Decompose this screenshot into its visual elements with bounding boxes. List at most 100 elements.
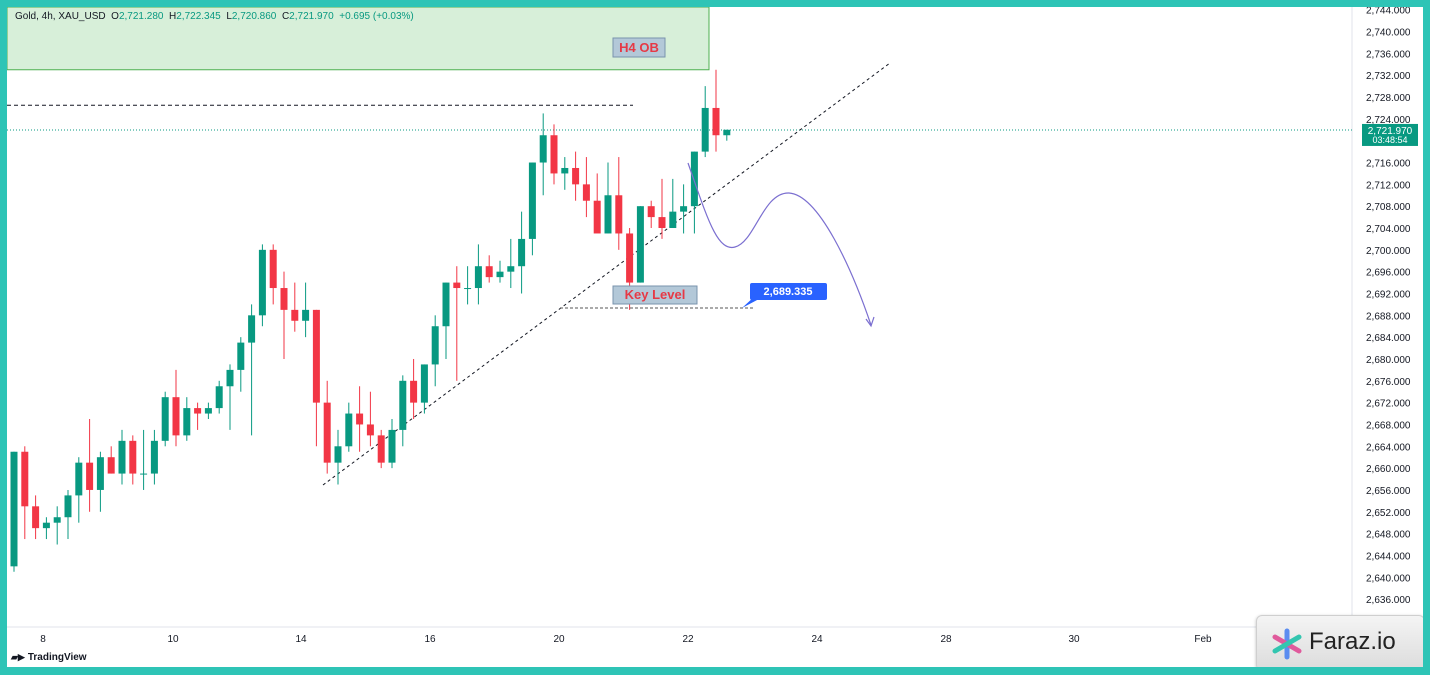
candle-body[interactable] xyxy=(550,135,558,174)
projected-path[interactable] xyxy=(687,162,872,326)
candle-body[interactable] xyxy=(42,522,50,529)
candle-body[interactable] xyxy=(302,309,310,321)
candle-body[interactable] xyxy=(658,217,666,229)
candle-body[interactable] xyxy=(118,440,126,474)
candle-body[interactable] xyxy=(258,249,266,316)
tradingview-logo[interactable]: ▰▶ TradingView xyxy=(11,652,87,663)
candle-body[interactable] xyxy=(280,288,288,310)
high-value: 2,722.345 xyxy=(176,11,221,22)
price-tag-label: 2,689.335 xyxy=(764,286,813,298)
candle-body[interactable] xyxy=(561,167,569,174)
candle-body[interactable] xyxy=(377,435,385,463)
y-tick-label: 2,652.000 xyxy=(1366,508,1411,519)
candle-body[interactable] xyxy=(345,413,353,447)
candle-body[interactable] xyxy=(226,369,234,387)
y-tick-label: 2,692.000 xyxy=(1366,289,1411,300)
candle-body[interactable] xyxy=(129,440,137,474)
candle-body[interactable] xyxy=(701,107,709,152)
candle-body[interactable] xyxy=(388,429,396,463)
tradingview-icon: ▰▶ xyxy=(11,652,25,662)
open-key: O xyxy=(111,11,119,22)
candle-body[interactable] xyxy=(10,451,18,567)
ohlc-legend: Gold, 4h, XAU_USD O2,721.280 H2,722.345 … xyxy=(15,11,414,22)
candle-body[interactable] xyxy=(593,200,601,234)
candle-body[interactable] xyxy=(636,206,644,283)
candle-body[interactable] xyxy=(626,233,634,283)
symbol-label: Gold, 4h, XAU_USD xyxy=(15,11,106,22)
candle-body[interactable] xyxy=(269,249,277,289)
candle-body[interactable] xyxy=(86,462,94,490)
candle-body[interactable] xyxy=(431,326,439,365)
candle-body[interactable] xyxy=(237,342,245,370)
candle-body[interactable] xyxy=(680,206,688,212)
candle-body[interactable] xyxy=(194,408,202,414)
price-chart[interactable]: H4 OB Key Level 2,689.335 2,636.000 2,640.00… xyxy=(7,7,1423,667)
projected-path-arrowhead xyxy=(865,316,875,328)
candle-body[interactable] xyxy=(582,184,590,201)
faraz-watermark: Faraz.io xyxy=(1256,615,1423,667)
candle-body[interactable] xyxy=(53,517,61,523)
candle-body[interactable] xyxy=(528,162,536,239)
y-tick-label: 2,744.000 xyxy=(1366,7,1411,17)
close-key: C xyxy=(281,11,290,22)
candle-body[interactable] xyxy=(604,195,612,234)
candle-body[interactable] xyxy=(485,266,493,278)
candle-body[interactable] xyxy=(442,282,450,327)
candle-body[interactable] xyxy=(723,129,731,136)
chart-window: H4 OB Key Level 2,689.335 2,636.000 2,640.00… xyxy=(7,7,1423,667)
candle-body[interactable] xyxy=(420,364,428,403)
candle-body[interactable] xyxy=(496,271,504,278)
x-tick-label: 8 xyxy=(40,634,46,645)
candle-body[interactable] xyxy=(690,151,698,207)
change-value: +0.695 (+0.03%) xyxy=(339,11,414,22)
candle-body[interactable] xyxy=(615,195,623,234)
candle-body[interactable] xyxy=(107,457,115,474)
candle-body[interactable] xyxy=(150,440,158,474)
candle-body[interactable] xyxy=(518,238,526,267)
candle-body[interactable] xyxy=(32,506,40,529)
y-tick-label: 2,732.000 xyxy=(1366,71,1411,82)
candle-body[interactable] xyxy=(21,451,29,507)
low-value: 2,720.860 xyxy=(231,11,277,22)
candle-body[interactable] xyxy=(366,424,374,436)
candle-body[interactable] xyxy=(507,266,515,272)
candle-body[interactable] xyxy=(399,380,407,430)
candle-body[interactable] xyxy=(204,408,212,414)
high-key: H xyxy=(169,11,177,22)
y-tick-label: 2,728.000 xyxy=(1366,93,1411,104)
candle-body[interactable] xyxy=(453,282,461,289)
y-tick-label: 2,660.000 xyxy=(1366,464,1411,475)
ascending-trendline[interactable] xyxy=(322,62,891,486)
y-tick-label: 2,668.000 xyxy=(1366,420,1411,431)
candle-body[interactable] xyxy=(410,380,418,403)
candle-body[interactable] xyxy=(140,473,148,475)
candle-body[interactable] xyxy=(161,397,169,441)
candle-body[interactable] xyxy=(464,288,472,290)
last-price-label: 2,721.970 xyxy=(1368,126,1413,137)
candle-body[interactable] xyxy=(712,107,720,136)
price-tag-box[interactable] xyxy=(750,283,827,300)
candle-body[interactable] xyxy=(172,397,180,436)
y-tick-label: 2,644.000 xyxy=(1366,551,1411,562)
candle-body[interactable] xyxy=(647,206,655,218)
candle-body[interactable] xyxy=(334,446,342,463)
candle-body[interactable] xyxy=(64,495,72,518)
candle-body[interactable] xyxy=(474,266,482,289)
candle-body[interactable] xyxy=(572,167,580,185)
candle-body[interactable] xyxy=(669,211,677,229)
candle-body[interactable] xyxy=(248,315,256,343)
h4-ob-zone[interactable] xyxy=(7,7,710,71)
candle-body[interactable] xyxy=(215,386,223,409)
candle-body[interactable] xyxy=(323,402,331,463)
candle-body[interactable] xyxy=(75,462,83,496)
x-tick-label: 20 xyxy=(553,634,565,645)
y-tick-label: 2,656.000 xyxy=(1366,486,1411,497)
low-key: L xyxy=(226,11,232,22)
candle-body[interactable] xyxy=(183,408,191,436)
candle-body[interactable] xyxy=(312,309,320,403)
faraz-text: Faraz.io xyxy=(1309,628,1396,655)
candle-body[interactable] xyxy=(356,413,364,425)
candle-body[interactable] xyxy=(539,135,547,163)
candle-body[interactable] xyxy=(96,457,104,490)
candle-body[interactable] xyxy=(291,309,299,321)
